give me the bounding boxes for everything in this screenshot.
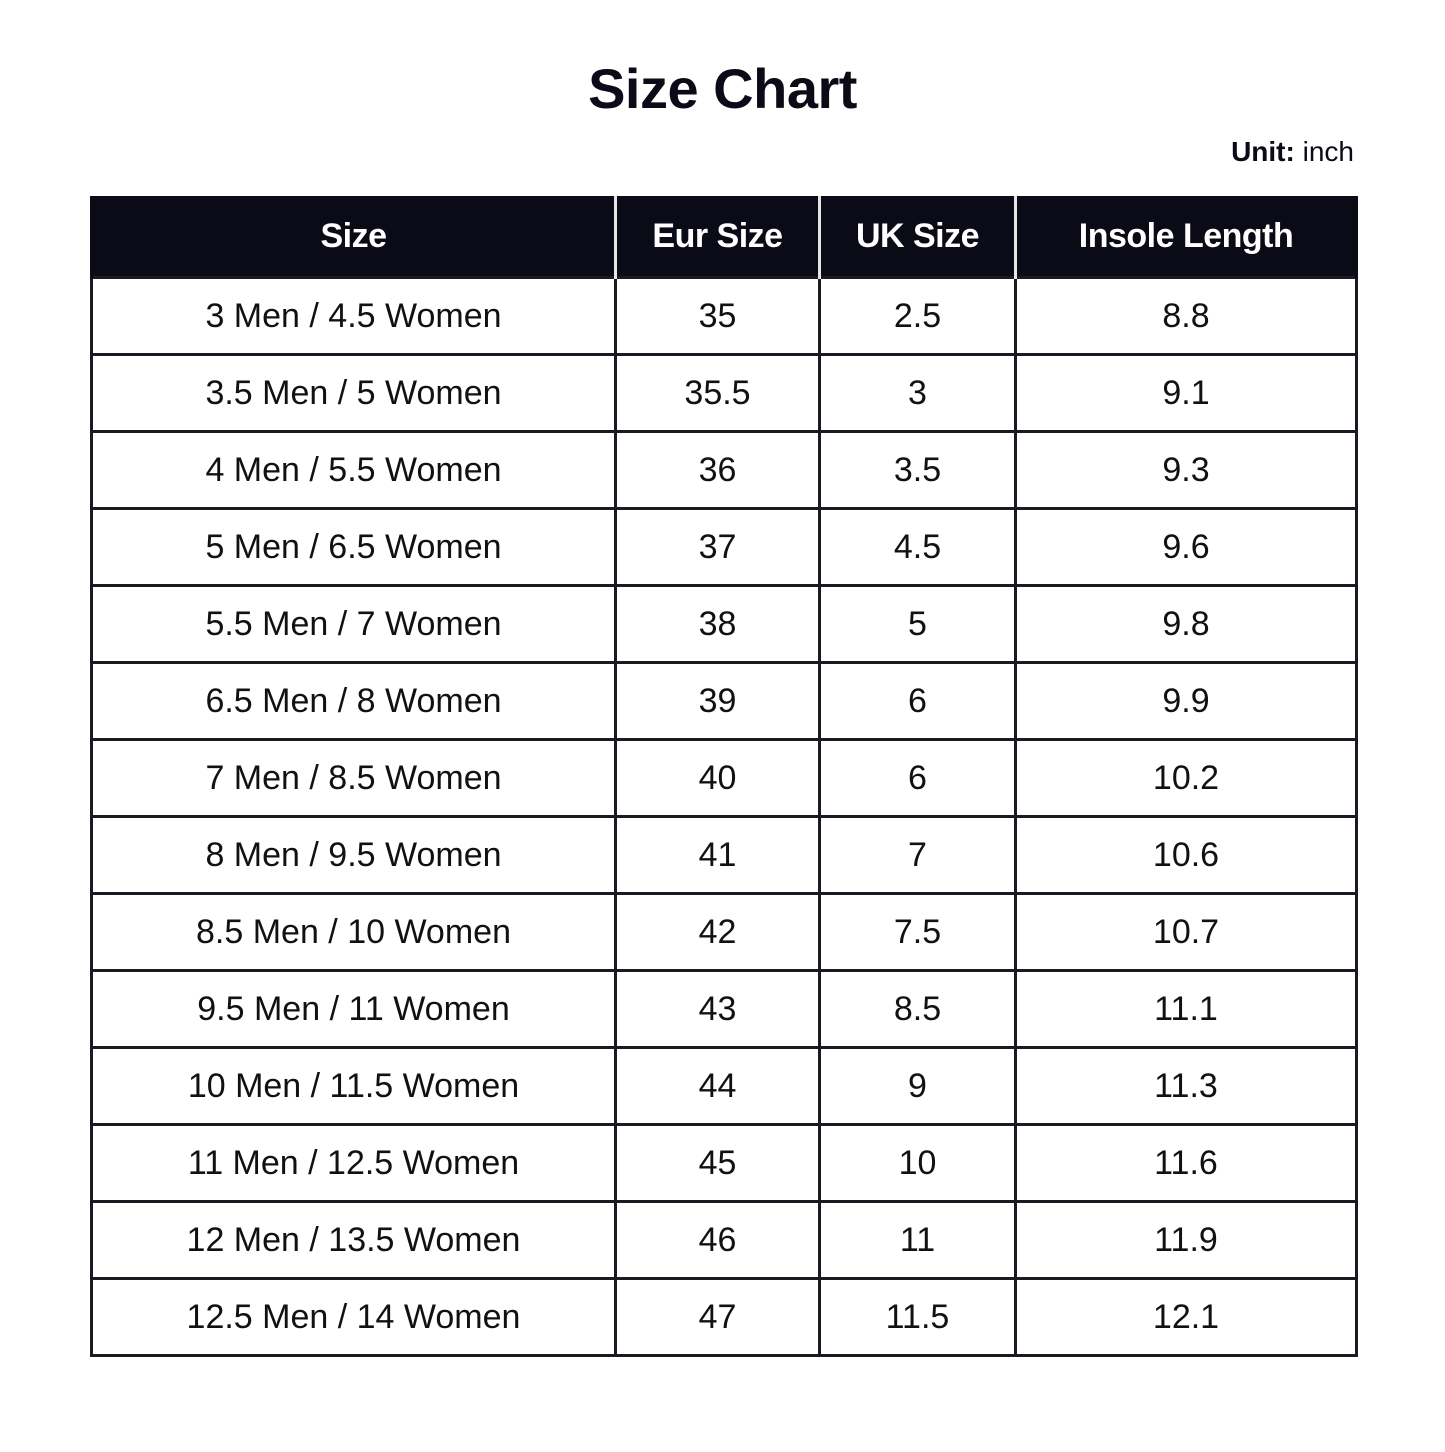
cell-uk-size: 9 (818, 1046, 1017, 1126)
cell-eur-size: 37 (614, 507, 821, 587)
cell-size: 3.5 Men / 5 Women (90, 353, 617, 433)
cell-uk-size: 11.5 (818, 1277, 1017, 1357)
header-insole-length: Insole Length (1014, 196, 1358, 278)
cell-size: 7 Men / 8.5 Women (90, 738, 617, 818)
cell-eur-size: 38 (614, 584, 821, 664)
table-row: 12 Men / 13.5 Women 46 11 11.9 (90, 1200, 1358, 1280)
cell-uk-size: 7 (818, 815, 1017, 895)
table-row: 8.5 Men / 10 Women 42 7.5 10.7 (90, 892, 1358, 972)
cell-size: 6.5 Men / 8 Women (90, 661, 617, 741)
cell-insole-length: 10.2 (1014, 738, 1358, 818)
cell-uk-size: 11 (818, 1200, 1017, 1280)
cell-insole-length: 9.1 (1014, 353, 1358, 433)
table-row: 9.5 Men / 11 Women 43 8.5 11.1 (90, 969, 1358, 1049)
cell-uk-size: 3.5 (818, 430, 1017, 510)
cell-eur-size: 35 (614, 276, 821, 356)
cell-size: 8 Men / 9.5 Women (90, 815, 617, 895)
cell-uk-size: 7.5 (818, 892, 1017, 972)
cell-insole-length: 10.7 (1014, 892, 1358, 972)
header-eur-size: Eur Size (614, 196, 820, 278)
cell-eur-size: 35.5 (614, 353, 821, 433)
cell-uk-size: 2.5 (818, 276, 1017, 356)
unit-note: Unit: inch (1231, 136, 1354, 168)
table-row: 6.5 Men / 8 Women 39 6 9.9 (90, 661, 1358, 741)
cell-insole-length: 9.6 (1014, 507, 1358, 587)
table-row: 8 Men / 9.5 Women 41 7 10.6 (90, 815, 1358, 895)
table-row: 4 Men / 5.5 Women 36 3.5 9.3 (90, 430, 1358, 510)
cell-uk-size: 4.5 (818, 507, 1017, 587)
cell-size: 5.5 Men / 7 Women (90, 584, 617, 664)
cell-size: 4 Men / 5.5 Women (90, 430, 617, 510)
cell-uk-size: 6 (818, 738, 1017, 818)
cell-insole-length: 11.3 (1014, 1046, 1358, 1126)
size-chart-table: Size Eur Size UK Size Insole Length 3 Me… (90, 196, 1358, 1357)
cell-eur-size: 42 (614, 892, 821, 972)
cell-eur-size: 36 (614, 430, 821, 510)
cell-eur-size: 41 (614, 815, 821, 895)
cell-size: 3 Men / 4.5 Women (90, 276, 617, 356)
cell-insole-length: 12.1 (1014, 1277, 1358, 1357)
cell-insole-length: 11.9 (1014, 1200, 1358, 1280)
cell-insole-length: 8.8 (1014, 276, 1358, 356)
header-uk-size: UK Size (818, 196, 1016, 278)
header-size: Size (90, 196, 616, 278)
table-row: 3.5 Men / 5 Women 35.5 3 9.1 (90, 353, 1358, 433)
cell-eur-size: 46 (614, 1200, 821, 1280)
cell-eur-size: 43 (614, 969, 821, 1049)
cell-size: 8.5 Men / 10 Women (90, 892, 617, 972)
cell-eur-size: 39 (614, 661, 821, 741)
cell-insole-length: 9.9 (1014, 661, 1358, 741)
cell-uk-size: 6 (818, 661, 1017, 741)
cell-eur-size: 40 (614, 738, 821, 818)
table-row: 5.5 Men / 7 Women 38 5 9.8 (90, 584, 1358, 664)
cell-eur-size: 44 (614, 1046, 821, 1126)
table-row: 12.5 Men / 14 Women 47 11.5 12.1 (90, 1277, 1358, 1357)
table-row: 5 Men / 6.5 Women 37 4.5 9.6 (90, 507, 1358, 587)
cell-size: 5 Men / 6.5 Women (90, 507, 617, 587)
cell-uk-size: 8.5 (818, 969, 1017, 1049)
cell-insole-length: 11.1 (1014, 969, 1358, 1049)
cell-size: 9.5 Men / 11 Women (90, 969, 617, 1049)
cell-size: 12.5 Men / 14 Women (90, 1277, 617, 1357)
unit-value: inch (1302, 136, 1354, 167)
cell-insole-length: 11.6 (1014, 1123, 1358, 1203)
table-row: 3 Men / 4.5 Women 35 2.5 8.8 (90, 276, 1358, 356)
header-row: Size Eur Size UK Size Insole Length (90, 196, 1358, 278)
cell-size: 12 Men / 13.5 Women (90, 1200, 617, 1280)
unit-label: Unit: (1231, 136, 1295, 167)
table-row: 11 Men / 12.5 Women 45 10 11.6 (90, 1123, 1358, 1203)
table-row: 10 Men / 11.5 Women 44 9 11.3 (90, 1046, 1358, 1126)
table-row: 7 Men / 8.5 Women 40 6 10.2 (90, 738, 1358, 818)
cell-eur-size: 45 (614, 1123, 821, 1203)
cell-uk-size: 10 (818, 1123, 1017, 1203)
cell-uk-size: 3 (818, 353, 1017, 433)
cell-size: 10 Men / 11.5 Women (90, 1046, 617, 1126)
page-title: Size Chart (588, 57, 857, 120)
cell-size: 11 Men / 12.5 Women (90, 1123, 617, 1203)
cell-eur-size: 47 (614, 1277, 821, 1357)
cell-insole-length: 9.3 (1014, 430, 1358, 510)
cell-insole-length: 9.8 (1014, 584, 1358, 664)
cell-insole-length: 10.6 (1014, 815, 1358, 895)
cell-uk-size: 5 (818, 584, 1017, 664)
